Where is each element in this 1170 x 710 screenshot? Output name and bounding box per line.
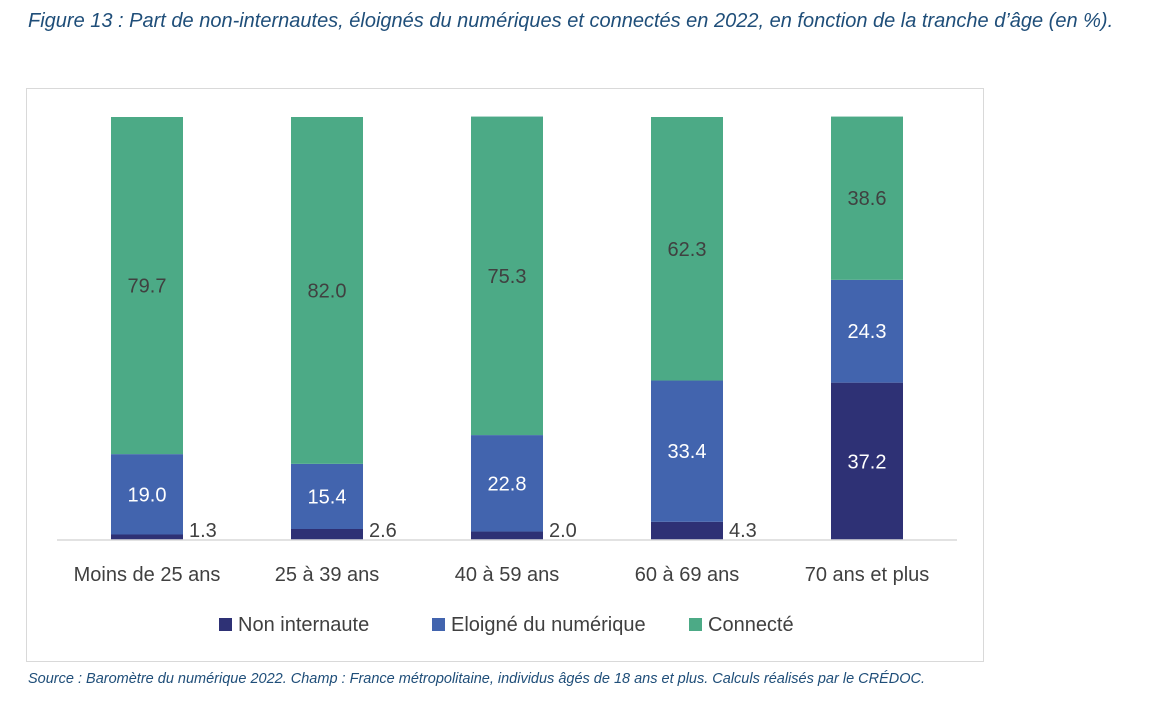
data-label-connecte-40-a-59-ans: 75.3: [488, 266, 527, 288]
bar-non-internaute-70-ans-et-plus: [831, 382, 903, 540]
legend-label-eloigne-du-numerique: Eloigné du numérique: [451, 614, 646, 636]
legend-label-non-internaute: Non internaute: [238, 614, 369, 636]
data-label-non-internaute-60-a-69-ans: 4.3: [729, 520, 757, 542]
chart-frame: 1.3 19.0 79.7 Moins de 25 ans 2.6 15.4 82.0 25 …: [26, 88, 984, 662]
bar-connecte-moins-de-25-ans: [111, 117, 183, 455]
data-label-non-internaute-25-a-39-ans: 2.6: [369, 520, 397, 542]
bar-non-internaute-40-a-59-ans: [471, 531, 543, 540]
data-label-eloigne-du-numerique-25-a-39-ans: 15.4: [308, 486, 347, 508]
bar-connecte-70-ans-et-plus: [831, 116, 903, 280]
data-label-eloigne-du-numerique-moins-de-25-ans: 19.0: [128, 484, 167, 506]
bar-connecte-25-a-39-ans: [291, 117, 363, 464]
legend-swatch-eloigne-du-numerique: [432, 618, 445, 631]
data-label-non-internaute-40-a-59-ans: 2.0: [549, 520, 577, 542]
legend-label-connecte: Connecté: [708, 614, 794, 636]
bar-non-internaute-60-a-69-ans: [651, 521, 723, 540]
data-label-connecte-moins-de-25-ans: 79.7: [128, 276, 167, 298]
data-label-eloigne-du-numerique-70-ans-et-plus: 24.3: [848, 321, 887, 343]
data-label-connecte-60-a-69-ans: 62.3: [668, 239, 707, 261]
bar-connecte-60-a-69-ans: [651, 117, 723, 381]
legend-swatch-connecte: [689, 618, 702, 631]
x-tick-label-25-a-39-ans: 25 à 39 ans: [275, 564, 380, 586]
bar-connecte-40-a-59-ans: [471, 116, 543, 436]
bar-eloigne-du-numerique-40-a-59-ans: [471, 435, 543, 532]
x-tick-label-70-ans-et-plus: 70 ans et plus: [805, 564, 930, 586]
x-tick-label-moins-de-25-ans: Moins de 25 ans: [74, 564, 221, 586]
x-tick-label-40-a-59-ans: 40 à 59 ans: [455, 564, 560, 586]
source-note: Source : Baromètre du numérique 2022. Ch…: [28, 671, 926, 687]
data-label-non-internaute-70-ans-et-plus: 37.2: [848, 451, 887, 473]
data-label-eloigne-du-numerique-40-a-59-ans: 22.8: [488, 473, 527, 495]
bar-non-internaute-moins-de-25-ans: [111, 534, 183, 540]
x-tick-label-60-a-69-ans: 60 à 69 ans: [635, 564, 740, 586]
stacked-bar-chart: 1.3 19.0 79.7 Moins de 25 ans 2.6 15.4 82.0 25 …: [57, 116, 957, 636]
bar-eloigne-du-numerique-moins-de-25-ans: [111, 454, 183, 535]
bar-eloigne-du-numerique-70-ans-et-plus: [831, 279, 903, 383]
data-label-non-internaute-moins-de-25-ans: 1.3: [189, 520, 217, 542]
figure-title: Figure 13 : Part de non-internautes, élo…: [28, 10, 1114, 32]
bar-eloigne-du-numerique-25-a-39-ans: [291, 463, 363, 530]
bar-non-internaute-25-a-39-ans: [291, 529, 363, 540]
data-label-eloigne-du-numerique-60-a-69-ans: 33.4: [668, 441, 707, 463]
bar-eloigne-du-numerique-60-a-69-ans: [651, 380, 723, 522]
data-label-connecte-25-a-39-ans: 82.0: [308, 280, 347, 302]
legend-swatch-non-internaute: [219, 618, 232, 631]
data-label-connecte-70-ans-et-plus: 38.6: [848, 188, 887, 210]
